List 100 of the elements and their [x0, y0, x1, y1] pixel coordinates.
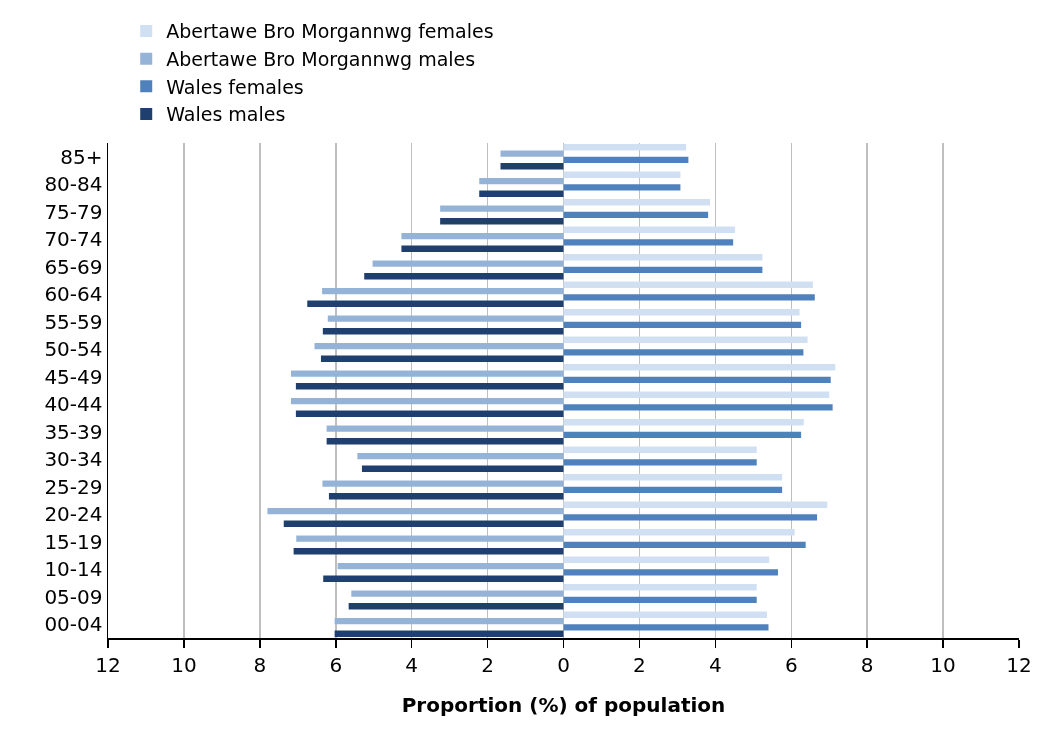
bar [563, 156, 689, 164]
bar [563, 404, 833, 411]
bar [334, 630, 564, 637]
bar [500, 163, 564, 170]
bar [290, 397, 564, 405]
x-axis-title: Proportion (%) of population [401, 692, 726, 717]
x-tick-label: 6 [784, 652, 798, 677]
bar [337, 562, 564, 570]
y-tick-label: 50-54 [44, 337, 103, 362]
bar [563, 514, 818, 521]
x-tick-label: 0 [557, 652, 570, 677]
bar [364, 273, 564, 280]
bar [563, 171, 681, 178]
y-tick-label: 00-04 [44, 612, 103, 637]
y-tick-label: 10-14 [44, 557, 103, 582]
bar [563, 556, 770, 563]
bar [563, 459, 757, 466]
bar [479, 190, 564, 197]
x-tick-label: 8 [860, 652, 874, 677]
bar [440, 205, 564, 212]
bar [563, 486, 783, 494]
bar [401, 232, 564, 240]
bar [563, 611, 767, 618]
x-tick-label: 10 [930, 652, 956, 677]
y-tick-label: 85+ [60, 144, 103, 169]
bar [563, 254, 763, 261]
bar [320, 355, 564, 362]
legend-label: Wales females [166, 75, 304, 98]
bar [283, 520, 564, 527]
x-tick-label: 2 [633, 652, 646, 677]
bar [295, 383, 564, 390]
bar [563, 349, 804, 356]
y-tick-label: 60-64 [44, 282, 103, 307]
bar [563, 569, 778, 576]
bar [322, 328, 564, 335]
bar [401, 245, 564, 252]
x-tick-label: 12 [95, 652, 121, 677]
bar [334, 617, 564, 625]
bar [479, 177, 564, 185]
bar [563, 501, 828, 508]
bar [295, 410, 564, 417]
x-tick-label: 2 [481, 652, 494, 677]
bar [563, 596, 757, 604]
y-tick-label: 70-74 [44, 227, 103, 252]
bar [563, 184, 681, 191]
bar [351, 590, 564, 597]
bar [563, 266, 763, 274]
y-tick-label: 80-84 [44, 172, 103, 197]
bar [326, 438, 564, 445]
bar [323, 575, 564, 582]
legend-label: Abertawe Bro Morgannwg females [166, 20, 494, 43]
y-tick-label: 20-24 [44, 502, 103, 527]
bar [563, 321, 802, 329]
y-tick-label: 05-09 [44, 584, 103, 609]
bar [563, 446, 757, 453]
y-tick-label: 45-49 [44, 364, 103, 389]
y-tick-label: 25-29 [44, 474, 103, 499]
bar [328, 493, 564, 500]
bar [563, 226, 736, 233]
x-tick-label: 4 [708, 652, 722, 677]
bar [563, 239, 734, 246]
bar [563, 144, 687, 151]
bar [290, 370, 564, 377]
y-tick-label: 65-69 [44, 254, 103, 279]
bar [563, 624, 769, 631]
bar [314, 342, 564, 350]
bar [563, 584, 757, 591]
bar [267, 507, 564, 515]
bar [563, 336, 808, 343]
bar [563, 294, 815, 301]
x-tick-label: 4 [405, 652, 419, 677]
bar [563, 529, 795, 536]
x-tick-label: 6 [329, 652, 343, 677]
bar [307, 300, 564, 307]
y-tick-label: 40-44 [44, 392, 103, 417]
bar [563, 309, 800, 316]
x-tick-label: 12 [1006, 652, 1032, 677]
bar [361, 465, 564, 472]
bar [440, 218, 564, 225]
y-tick-label: 75-79 [44, 199, 103, 224]
bar [293, 548, 564, 555]
bar [326, 425, 564, 432]
bar [322, 480, 564, 487]
bar [500, 150, 564, 157]
y-tick-label: 15-19 [44, 529, 103, 554]
bar [563, 541, 806, 549]
x-tick-label: 8 [253, 652, 267, 677]
bar [563, 281, 813, 288]
bar [327, 315, 564, 322]
legend-label: Abertawe Bro Morgannwg males [166, 48, 476, 71]
bar [296, 535, 564, 542]
bar [563, 364, 836, 371]
y-tick-label: 55-59 [44, 309, 103, 334]
y-tick-label: 30-34 [44, 447, 103, 472]
x-tick-label: 10 [171, 652, 197, 677]
bar [563, 431, 802, 439]
bar [563, 211, 709, 219]
legend-label: Wales males [166, 103, 286, 126]
bar [563, 376, 831, 384]
bar [348, 603, 564, 610]
